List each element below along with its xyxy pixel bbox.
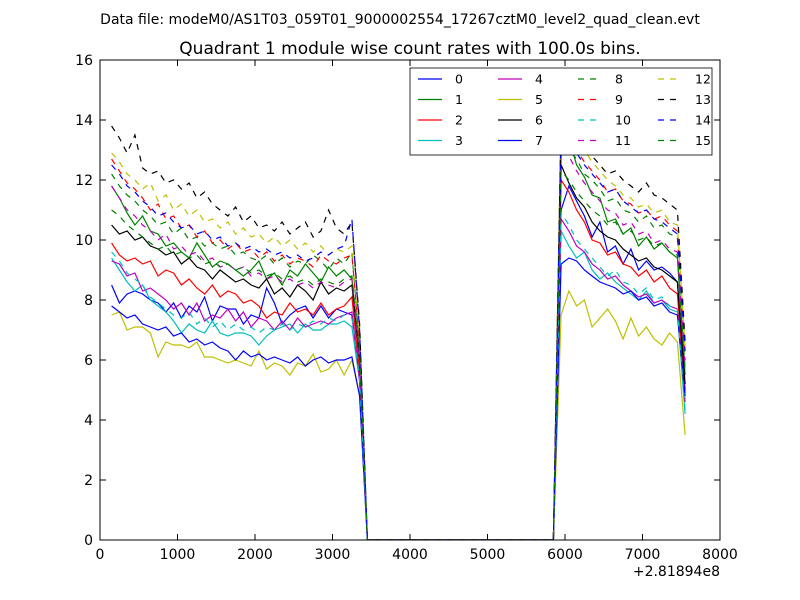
legend-label-10: 10 [615,113,631,128]
series-line-10 [111,211,686,540]
series-line-5 [111,289,686,540]
series-line-1 [111,136,686,540]
series-line-0 [111,184,686,540]
legend-label-3: 3 [455,133,463,148]
legend-label-12: 12 [695,72,711,87]
y-tick-label: 0 [84,533,93,549]
x-tick-label: 7000 [625,547,661,563]
y-tick-label: 10 [75,233,93,249]
y-tick-label: 14 [75,113,93,129]
x-tick-label: 5000 [470,547,506,563]
axes: 0 1000 2000 3000 4000 5000 6000 7000 80000246810… [75,53,738,563]
legend-label-15: 15 [695,133,711,148]
chart-title: Quadrant 1 module wise count rates with … [179,39,640,59]
series-line-12 [111,107,686,540]
y-tick-label: 12 [75,173,93,189]
legend-label-9: 9 [615,92,623,107]
series-line-4 [111,217,686,540]
y-tick-label: 6 [84,353,93,369]
series-line-14 [111,127,686,540]
series-line-15 [111,169,686,540]
y-tick-label: 2 [84,473,93,489]
y-tick-label: 4 [84,413,93,429]
x-tick-label: 0 [96,547,105,563]
x-tick-label: 2000 [237,547,273,563]
series-line-7 [111,257,686,540]
series-line-11 [111,142,686,540]
series-line-3 [111,230,686,540]
series-line-2 [111,178,686,540]
legend-label-13: 13 [695,92,711,107]
series-line-9 [111,121,686,540]
x-tick-label: 6000 [547,547,583,563]
legend-label-7: 7 [535,133,543,148]
x-tick-label: 1000 [160,547,196,563]
y-tick-label: 8 [84,293,93,309]
legend-label-5: 5 [535,92,543,107]
plot-area [111,107,686,540]
legend-label-8: 8 [615,72,623,87]
legend-label-6: 6 [535,113,543,128]
y-tick-label: 16 [75,53,93,69]
legend-label-4: 4 [535,72,543,87]
x-tick-label: 3000 [315,547,351,563]
legend-label-0: 0 [455,72,463,87]
series-line-6 [111,164,686,540]
legend-label-11: 11 [615,133,631,148]
x-tick-label: 8000 [702,547,738,563]
series-line-8 [111,134,686,540]
legend-label-2: 2 [455,113,463,128]
legend-label-1: 1 [455,92,463,107]
legend-label-14: 14 [695,113,711,128]
figure-suptitle: Data file: modeM0/AS1T03_059T01_90000025… [100,12,700,28]
x-axis-offset-label: +2.81894e8 [633,564,720,580]
x-tick-label: 4000 [392,547,428,563]
